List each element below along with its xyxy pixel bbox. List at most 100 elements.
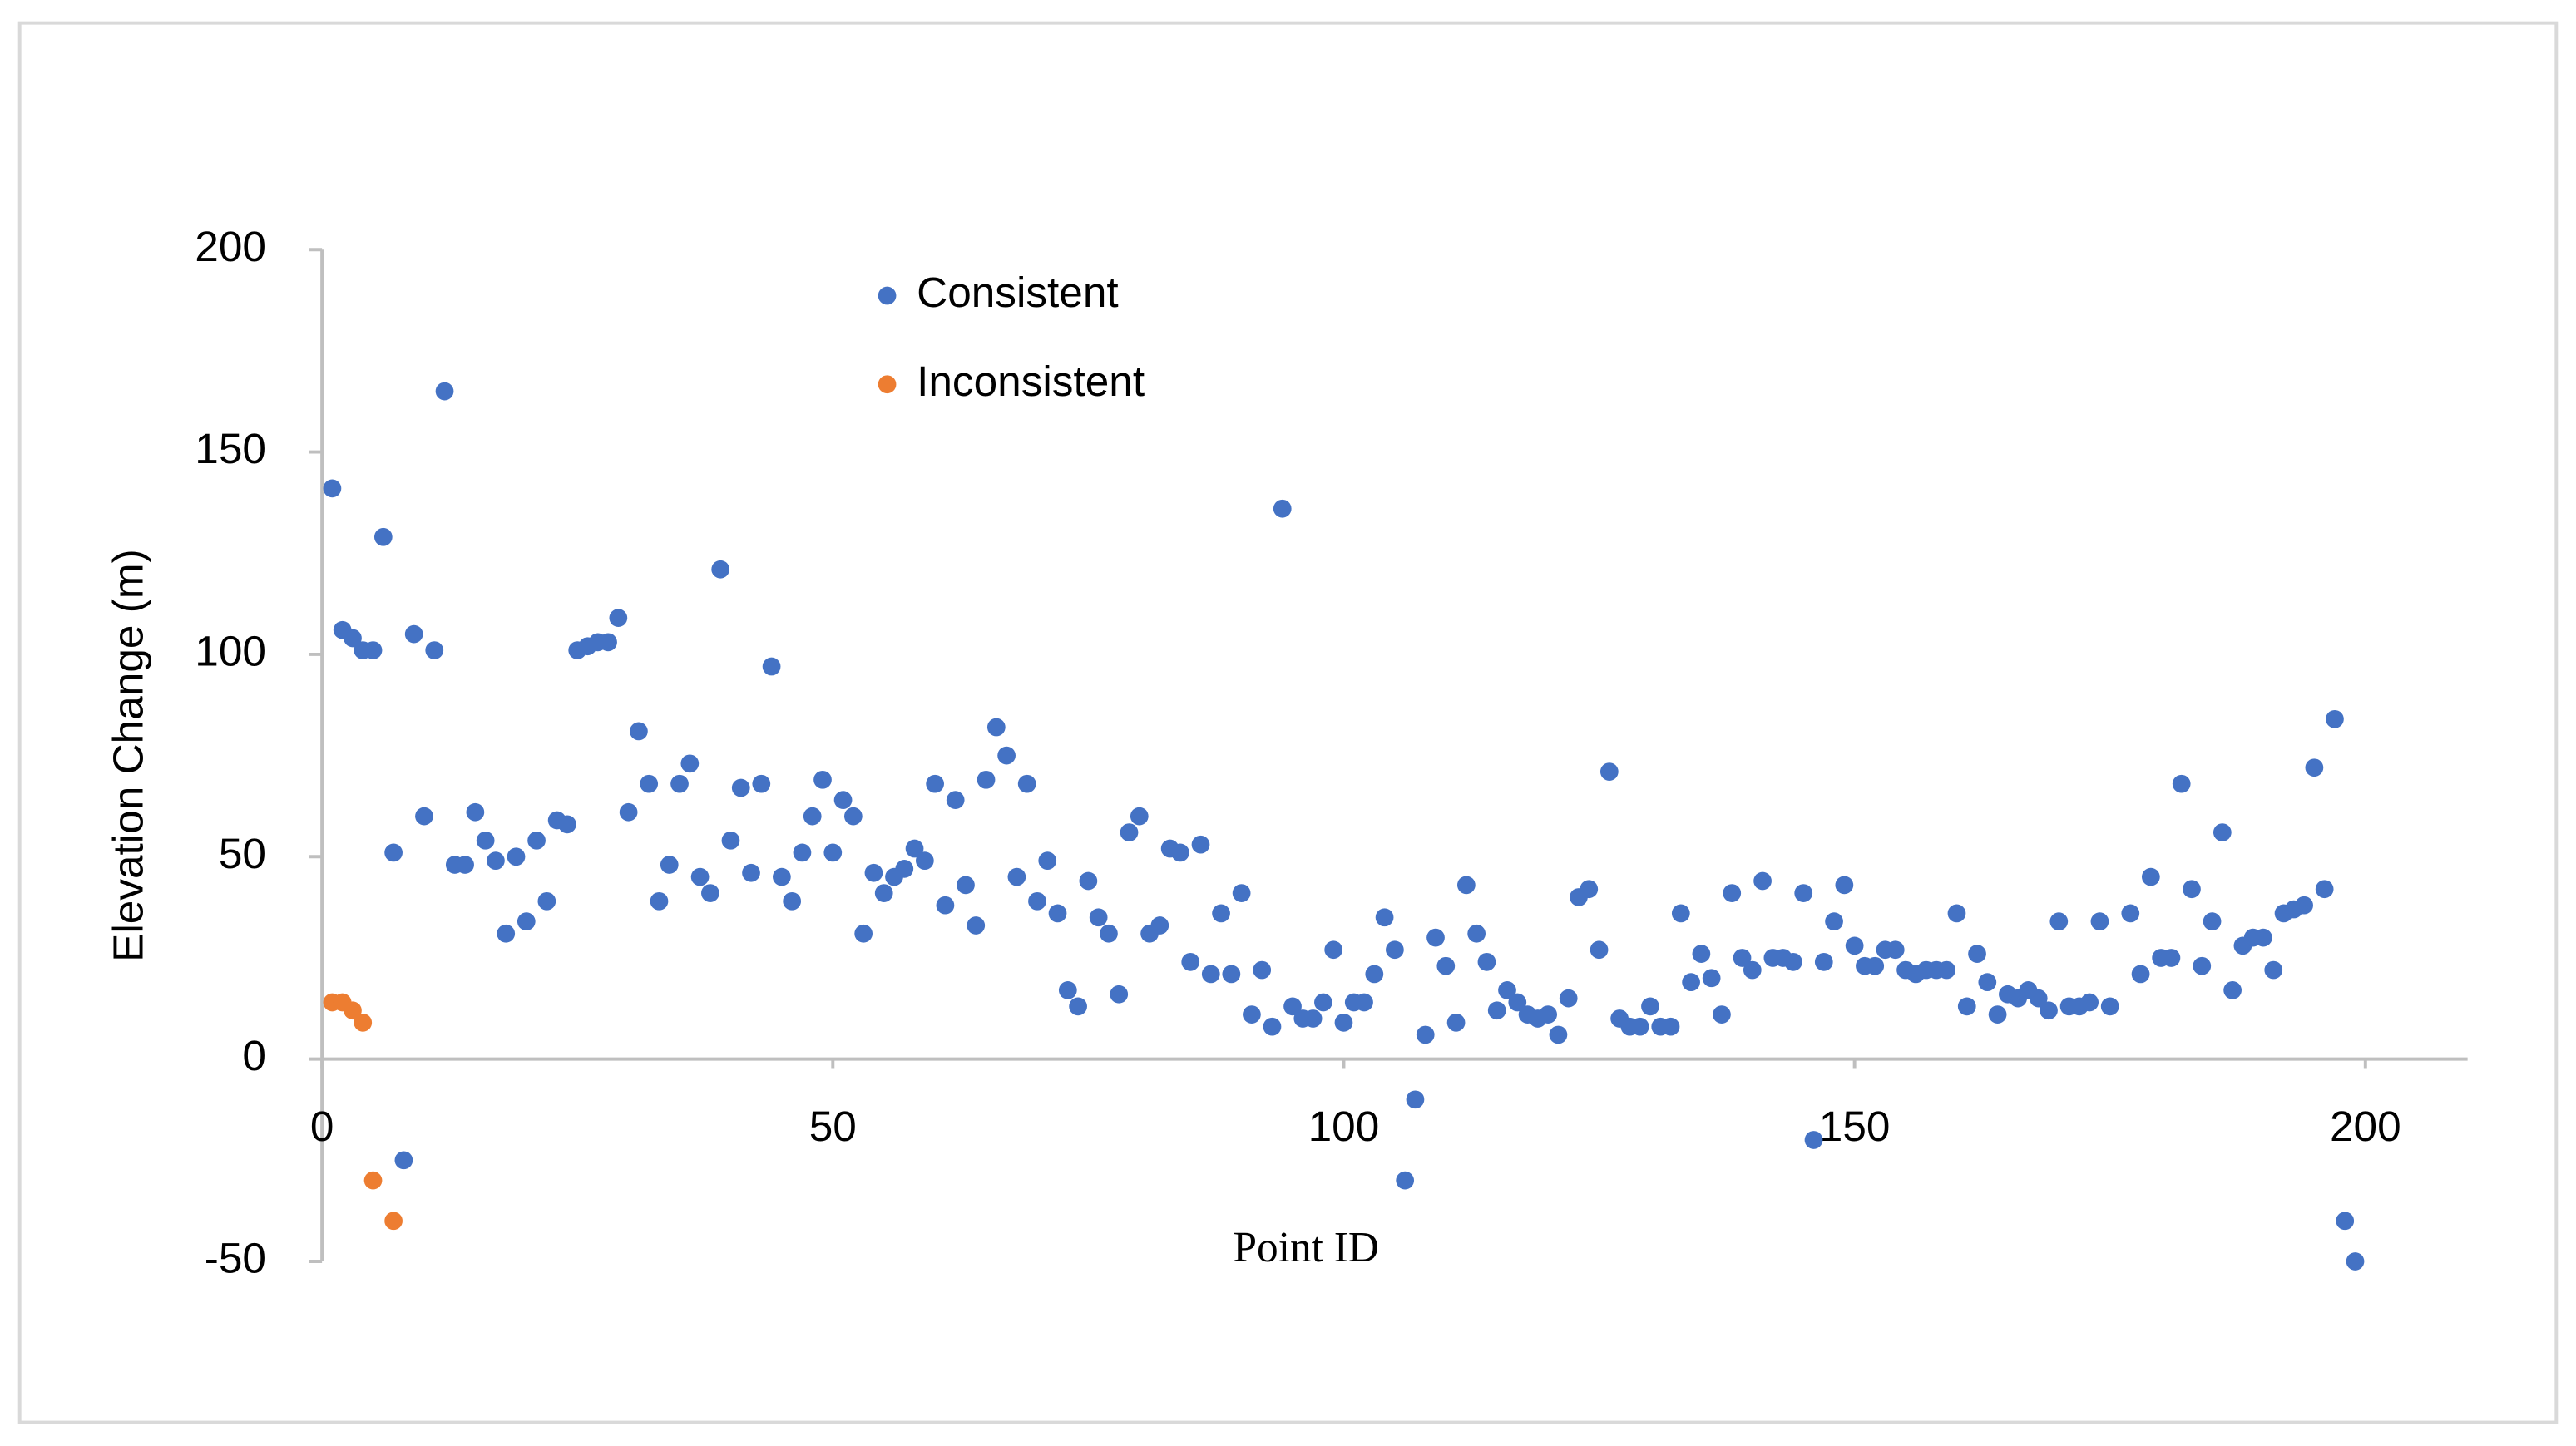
point [1753,871,1772,891]
point [1937,960,1956,980]
point [690,867,710,886]
point [1365,965,1384,984]
point [1988,1005,2007,1024]
point [967,916,986,935]
point [1048,904,1067,923]
point [1733,949,1752,967]
point [1641,997,1659,1016]
point [2141,867,2160,886]
point [762,657,781,676]
chart-frame [17,21,2559,1424]
point [507,847,526,866]
point [2315,880,2334,899]
point [823,843,843,862]
point [2295,896,2313,915]
y-tick-label: 100 [195,627,266,674]
point [2172,774,2191,793]
point [1232,884,1251,902]
point [1028,891,1046,911]
point [1702,969,1721,988]
point [1058,981,1077,999]
point [833,791,853,810]
point [742,863,760,882]
point [1017,774,1036,793]
point [2183,880,2201,899]
point [517,912,536,931]
point [2029,989,2048,1008]
point [373,527,393,546]
point [1110,985,1129,1004]
legend-label: Consistent [917,269,1119,316]
point [2100,997,2119,1016]
point [2131,965,2150,984]
point [1007,867,1026,886]
x-tick-label: 100 [1308,1103,1380,1150]
point [915,851,934,871]
point [1314,993,1332,1012]
point [1866,956,1885,975]
point [599,633,617,652]
point [1599,762,1619,781]
point [1150,916,1169,935]
point [1886,940,1905,960]
point [630,722,648,741]
point [1590,940,1609,960]
point [1947,904,1966,923]
point [1426,928,1445,947]
point [2193,956,2212,975]
legend-marker [878,286,897,305]
x-tick-label: 150 [1819,1103,1891,1150]
point [1825,912,1843,931]
point [1375,908,1394,927]
point [2080,993,2099,1012]
point [609,609,628,627]
point [813,770,832,789]
point [1038,851,1057,871]
point [773,867,791,886]
y-axis-title: Elevation Change (m) [105,549,152,962]
point [1089,908,1108,927]
point [2305,758,2324,777]
point [977,770,996,789]
point [527,831,546,850]
point [1549,1025,1568,1044]
point [1692,945,1711,963]
point [1396,1171,1415,1190]
x-tick-label: 200 [2330,1103,2401,1150]
point [1580,880,1599,899]
point [1253,960,1272,980]
point [1171,843,1189,862]
point [997,746,1016,765]
point [363,1171,383,1190]
point [1334,1013,1353,1032]
point [476,831,495,850]
point [404,624,423,644]
point [2121,904,2140,923]
point [1498,981,1516,999]
point [640,774,659,793]
point [701,884,719,902]
point [1804,1131,1823,1149]
point [384,843,403,862]
point [650,891,669,911]
point [1487,1001,1506,1020]
point [1457,876,1476,895]
point [1263,1017,1282,1036]
point [1559,989,1578,1008]
point [466,802,485,822]
point [1784,952,1802,971]
point [619,802,638,822]
point [2090,912,2109,931]
point [1069,997,1087,1016]
point [711,560,730,579]
point [2346,1252,2365,1271]
point [2223,981,2242,999]
point [1283,997,1302,1016]
point [2162,949,2181,967]
point [1957,997,1976,1016]
point [1130,807,1149,826]
point [752,774,771,793]
point [1191,835,1210,854]
